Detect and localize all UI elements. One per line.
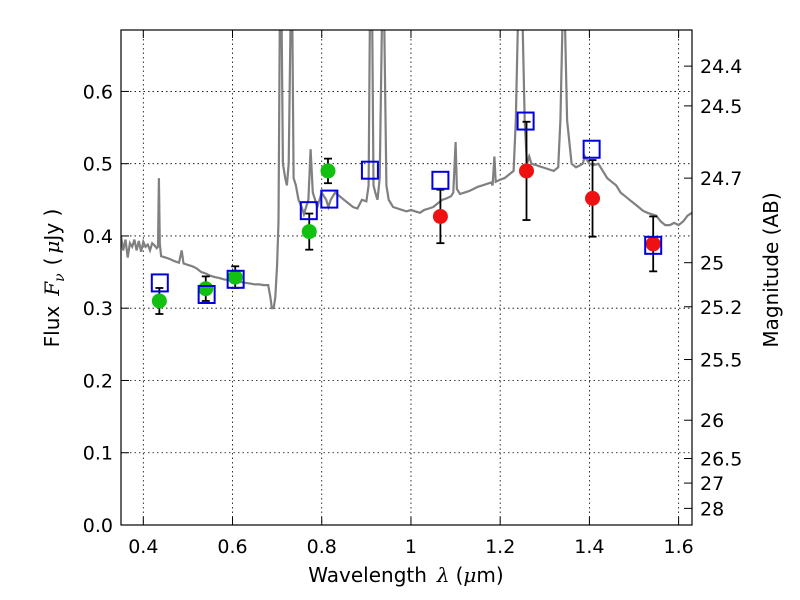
model-spectrum-line (121, 30, 692, 310)
x-tick-label: 0.8 (307, 536, 337, 558)
green-data-point (301, 224, 317, 240)
green-data-point (320, 163, 336, 179)
green-data-point (227, 269, 243, 285)
y-tick-label: 0.1 (83, 443, 113, 465)
magnitude-tick-label: 24.4 (700, 56, 742, 78)
model-square-marker (197, 284, 216, 304)
plot-area (121, 30, 692, 315)
magnitude-tick-label: 25.2 (700, 297, 742, 319)
magnitude-axis-label: Magnitude (AB) (759, 192, 783, 347)
red-data-point (432, 208, 448, 224)
magnitude-tick-label: 25 (700, 253, 724, 275)
y-tick-label: 0.0 (83, 515, 113, 537)
x-tick-label: 0.4 (128, 536, 158, 558)
x-tick-label: 1.2 (485, 536, 515, 558)
y-tick-label: 0.6 (83, 81, 113, 103)
y-axis-label: FluxFν(μJy ) (40, 209, 68, 348)
magnitude-tick-label: 26 (700, 410, 724, 432)
y-tick-label: 0.4 (83, 226, 113, 248)
error-bars (155, 120, 658, 315)
x-tick-label: 1.6 (664, 536, 694, 558)
model-square-marker (582, 139, 601, 159)
x-tick-label: 0.6 (217, 536, 247, 558)
data-markers (151, 163, 661, 309)
model-square-marker (150, 273, 169, 293)
magnitude-tick-label: 24.7 (700, 168, 742, 190)
magnitude-tick-label: 26.5 (700, 449, 742, 471)
x-axis-ticks: 0.4 0.6 0.8 1 1.2 1.4 1.6 (128, 30, 694, 558)
magnitude-tick-label: 27 (700, 473, 724, 495)
red-data-point (518, 163, 534, 179)
x-tick-label: 1 (405, 536, 417, 558)
x-axis-label: Wavelength λ (μm) (308, 563, 503, 587)
model-square-marker (320, 189, 339, 209)
green-data-point (198, 281, 214, 297)
magnitude-tick-label: 24.5 (700, 96, 742, 118)
model-square-marker (299, 201, 318, 221)
magnitude-tick-label: 28 (700, 498, 724, 520)
model-square-marker (226, 269, 245, 289)
red-data-point (645, 236, 661, 252)
plot-frame (120, 29, 693, 526)
x-tick-label: 1.4 (574, 536, 604, 558)
model-square-marker (360, 160, 379, 180)
y-axis-ticks: 0.0 0.1 0.2 0.3 0.4 0.5 0.6 (83, 81, 129, 537)
model-square-marker (644, 235, 663, 255)
green-data-point (151, 293, 167, 309)
magnitude-tick-label: 25.5 (700, 350, 742, 372)
model-photometry-squares (150, 111, 663, 304)
y-tick-label: 0.3 (83, 298, 113, 320)
magnitude-axis-ticks: 24.4 24.5 24.7 25 25.2 25.5 26 26.527 28 (684, 56, 742, 520)
y-tick-label: 0.5 (83, 154, 113, 176)
model-square-marker (516, 111, 535, 131)
model-square-marker (431, 170, 450, 190)
red-data-point (585, 190, 601, 206)
y-tick-label: 0.2 (83, 370, 113, 392)
